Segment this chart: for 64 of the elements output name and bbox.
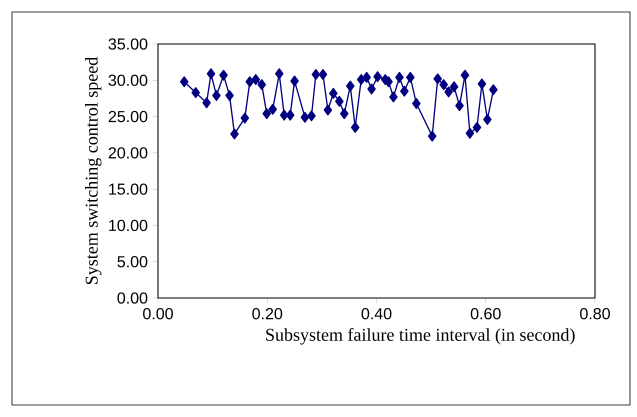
point — [202, 97, 211, 108]
y-tick-label: 15.00 — [109, 183, 148, 195]
point — [460, 70, 470, 81]
point — [324, 104, 332, 116]
y-tick-label: 20.00 — [108, 147, 148, 159]
x-tick-label: 0.00 — [143, 308, 173, 320]
point — [400, 86, 409, 97]
point — [389, 92, 398, 102]
point — [450, 81, 458, 92]
point — [433, 73, 442, 84]
point — [286, 110, 294, 121]
point — [312, 69, 320, 80]
point — [412, 98, 421, 109]
x-tick-label: 0.20 — [252, 308, 282, 320]
x-tick-label: 0.60 — [470, 308, 501, 320]
point — [230, 128, 239, 140]
y-tick-label: 35.00 — [108, 38, 148, 50]
point — [300, 112, 310, 123]
point — [444, 86, 453, 98]
point — [206, 68, 216, 80]
point — [268, 104, 277, 115]
point — [489, 84, 498, 96]
y-tick-label: 25.00 — [108, 110, 148, 122]
point — [466, 128, 474, 139]
x-axis-title: Subsystem failure time interval (in second) — [266, 328, 575, 345]
point — [212, 90, 221, 101]
point — [483, 114, 492, 125]
point — [180, 76, 188, 88]
point — [472, 122, 482, 133]
point — [240, 112, 250, 124]
point — [258, 79, 266, 90]
point — [262, 108, 271, 120]
point — [191, 87, 200, 98]
point — [318, 69, 328, 80]
point — [252, 74, 260, 86]
point — [362, 72, 371, 83]
y-tick-label: 30.00 — [108, 74, 148, 86]
point — [307, 110, 316, 122]
point — [335, 96, 344, 107]
point — [246, 76, 254, 88]
point — [478, 78, 486, 90]
point — [350, 122, 360, 133]
point — [329, 88, 338, 99]
point — [455, 100, 464, 112]
point — [439, 79, 448, 90]
point — [346, 80, 355, 92]
point — [395, 72, 404, 83]
x-tick-label: 0.80 — [580, 308, 610, 320]
y-axis-title: System switching control speed — [85, 56, 102, 284]
y-tick-label: 5.00 — [117, 256, 148, 268]
point — [290, 76, 299, 86]
point — [219, 70, 228, 81]
point — [275, 68, 284, 80]
point — [406, 72, 415, 83]
point — [428, 130, 436, 142]
y-tick-label: 0.00 — [117, 292, 148, 304]
x-tick-label: 0.40 — [362, 308, 392, 320]
point — [225, 90, 234, 101]
point — [340, 108, 349, 120]
point — [356, 74, 366, 86]
point — [373, 71, 382, 82]
point — [367, 84, 376, 94]
point — [280, 110, 288, 121]
y-tick-label: 10.00 — [109, 220, 148, 232]
